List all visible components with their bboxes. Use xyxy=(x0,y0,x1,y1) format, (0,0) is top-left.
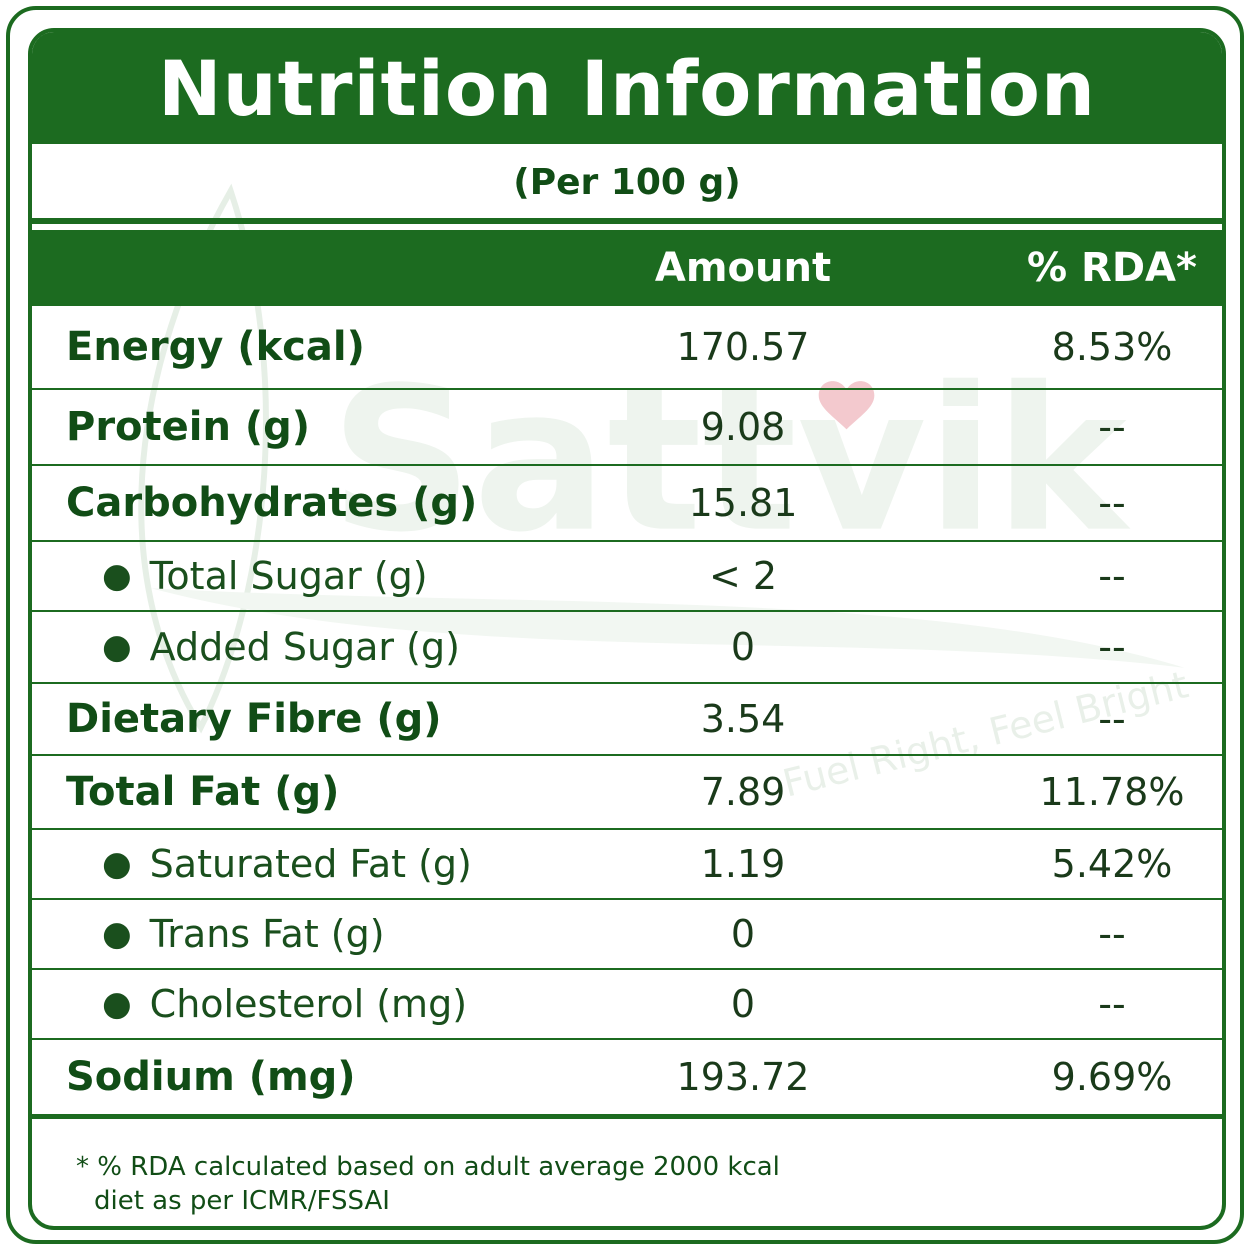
bullet-icon: ● xyxy=(102,844,132,884)
nutrient-subrow: ● Added Sugar (g) 0 -- xyxy=(32,612,1222,684)
nutrient-label: Carbohydrates (g) xyxy=(66,480,478,526)
nutrient-label: Sodium (mg) xyxy=(66,1054,356,1100)
nutrient-amount: 193.72 xyxy=(676,1055,810,1099)
nutrient-amount: 0 xyxy=(730,912,756,956)
nutrient-subrow: ● Trans Fat (g) 0 -- xyxy=(32,900,1222,970)
nutrient-row: Energy (kcal) 170.57 8.53% xyxy=(32,306,1222,390)
nutrient-sublabel: ● Added Sugar (g) xyxy=(102,612,460,682)
nutrient-rda: 9.69% xyxy=(1051,1055,1173,1099)
nutrition-panel: Sattvik Fuel Right, Feel Bright Nutritio… xyxy=(28,28,1226,1230)
nutrient-sublabel-text: Cholesterol (mg) xyxy=(149,982,468,1026)
bullet-icon: ● xyxy=(102,984,132,1024)
nutrient-row: Dietary Fibre (g) 3.54 -- xyxy=(32,684,1222,756)
nutrient-amount: 1.19 xyxy=(700,842,786,886)
nutrient-rda: -- xyxy=(1098,625,1126,669)
nutrient-label: Total Fat (g) xyxy=(66,769,340,815)
bullet-icon: ● xyxy=(102,627,132,667)
nutrient-row: Sodium (mg) 193.72 9.69% xyxy=(32,1040,1222,1114)
nutrient-sublabel: ● Cholesterol (mg) xyxy=(102,970,467,1038)
nutrient-amount: 7.89 xyxy=(700,770,786,814)
nutrient-label: Dietary Fibre (g) xyxy=(66,696,442,742)
nutrient-rda: 8.53% xyxy=(1051,325,1173,369)
nutrient-rda: -- xyxy=(1098,697,1126,741)
nutrient-amount: < 2 xyxy=(708,554,778,598)
nutrient-subrow: ● Cholesterol (mg) 0 -- xyxy=(32,970,1222,1040)
rda-footnote: * % RDA calculated based on adult averag… xyxy=(76,1150,876,1218)
nutrient-sublabel-text: Total Sugar (g) xyxy=(149,554,428,598)
nutrient-amount: 9.08 xyxy=(700,405,786,449)
column-header-row: Amount % RDA* xyxy=(32,230,1222,306)
nutrient-amount: 0 xyxy=(730,625,756,669)
nutrient-row: Carbohydrates (g) 15.81 -- xyxy=(32,466,1222,542)
bullet-icon: ● xyxy=(102,556,132,596)
nutrient-label: Protein (g) xyxy=(66,404,311,450)
divider xyxy=(32,218,1222,224)
bullet-icon: ● xyxy=(102,914,132,954)
nutrient-rda: 5.42% xyxy=(1051,842,1173,886)
nutrient-sublabel-text: Trans Fat (g) xyxy=(149,912,385,956)
footnote-line-1: * % RDA calculated based on adult averag… xyxy=(76,1152,780,1182)
nutrient-sublabel-text: Saturated Fat (g) xyxy=(149,842,472,886)
nutrient-row: Total Fat (g) 7.89 11.78% xyxy=(32,756,1222,830)
nutrient-subrow: ● Total Sugar (g) < 2 -- xyxy=(32,542,1222,612)
nutrient-amount: 170.57 xyxy=(676,325,810,369)
nutrient-sublabel-text: Added Sugar (g) xyxy=(149,625,460,669)
nutrient-rda: -- xyxy=(1098,982,1126,1026)
nutrient-sublabel: ● Saturated Fat (g) xyxy=(102,830,472,898)
nutrient-subrow: ● Saturated Fat (g) 1.19 5.42% xyxy=(32,830,1222,900)
divider xyxy=(32,1114,1222,1119)
nutrient-sublabel: ● Total Sugar (g) xyxy=(102,542,428,610)
nutrient-label: Energy (kcal) xyxy=(66,324,365,370)
nutrient-rda: 11.78% xyxy=(1039,770,1185,814)
serving-size: (Per 100 g) xyxy=(513,161,741,203)
panel-title: Nutrition Information xyxy=(32,32,1222,144)
nutrient-row: Protein (g) 9.08 -- xyxy=(32,390,1222,466)
nutrient-amount: 0 xyxy=(730,982,756,1026)
nutrient-rda: -- xyxy=(1098,481,1126,525)
nutrient-rda: -- xyxy=(1098,912,1126,956)
nutrient-sublabel: ● Trans Fat (g) xyxy=(102,900,385,968)
nutrient-rda: -- xyxy=(1098,554,1126,598)
nutrient-amount: 3.54 xyxy=(700,697,786,741)
amount-column-header: Amount xyxy=(654,245,832,291)
nutrient-rda: -- xyxy=(1098,405,1126,449)
footnote-line-2: diet as per ICMR/FSSAI xyxy=(94,1186,390,1216)
nutrient-amount: 15.81 xyxy=(688,481,798,525)
rda-column-header: % RDA* xyxy=(1027,245,1197,291)
